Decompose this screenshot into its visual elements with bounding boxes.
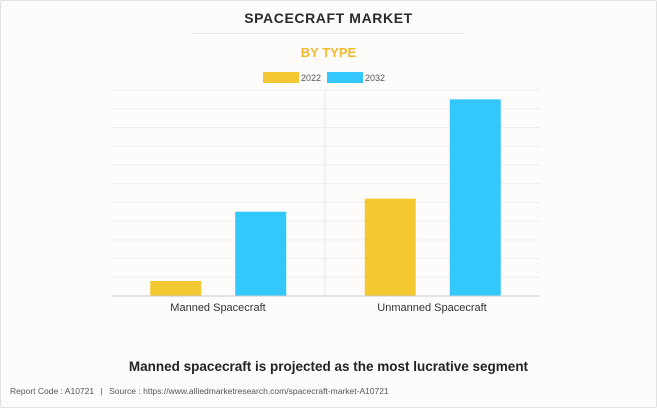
bar-manned-spacecraft-2032 bbox=[235, 211, 287, 296]
chart-title: SPACECRAFT MARKET bbox=[244, 10, 413, 26]
footer-separator: | bbox=[100, 386, 103, 396]
title-divider bbox=[193, 33, 464, 34]
legend-label-2032: 2032 bbox=[365, 73, 385, 83]
legend-swatch-2022 bbox=[263, 72, 299, 83]
x-tick-labels: Manned Spacecraft Unmanned Spacecraft bbox=[170, 302, 486, 314]
footer: Report Code : A10721 | Source : https://… bbox=[10, 386, 389, 396]
x-tick-label-manned: Manned Spacecraft bbox=[170, 302, 265, 314]
bars bbox=[150, 99, 501, 296]
bar-manned-spacecraft-2022 bbox=[150, 281, 202, 296]
bar-unmanned-spacecraft-2032 bbox=[449, 99, 501, 296]
legend: 2022 2032 bbox=[263, 72, 385, 83]
legend-swatch-2032 bbox=[327, 72, 363, 83]
chart-subtitle: BY TYPE bbox=[300, 45, 357, 60]
x-tick-label-unmanned: Unmanned Spacecraft bbox=[377, 302, 486, 314]
report-code: Report Code : A10721 bbox=[10, 386, 95, 396]
legend-label-2022: 2022 bbox=[301, 73, 321, 83]
chart-caption: Manned spacecraft is projected as the mo… bbox=[128, 359, 529, 374]
bar-unmanned-spacecraft-2022 bbox=[364, 198, 416, 296]
source-link: Source : https://www.alliedmarketresearc… bbox=[109, 386, 389, 396]
